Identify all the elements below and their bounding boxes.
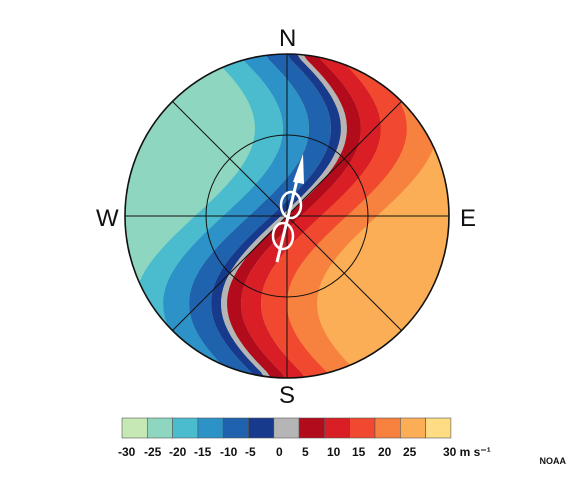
colorbar-swatch <box>222 417 249 439</box>
colorbar-tick-label: 5 <box>302 445 309 459</box>
colorbar-tick-label: 0 <box>276 445 283 459</box>
colorbar-tick-label: 30 m s⁻¹ <box>443 445 491 459</box>
colorbar-swatch <box>374 417 401 439</box>
compass-east-label: E <box>460 205 477 232</box>
velocity-colorbar <box>121 417 452 439</box>
credit-label: NOAA <box>539 456 567 466</box>
compass-north-label: N <box>279 25 297 52</box>
colorbar-swatch <box>248 417 275 439</box>
wind-arrow-icon <box>271 154 304 263</box>
colorbar-swatch <box>298 417 325 439</box>
compass-south-label: S <box>279 382 296 409</box>
colorbar-swatch <box>425 417 452 439</box>
compass-west-label: W <box>96 205 119 232</box>
colorbar-tick-label: -25 <box>144 445 162 459</box>
colorbar-tick-label: 20 <box>378 445 392 459</box>
colorbar-tick-label: 15 <box>352 445 366 459</box>
colorbar-swatch <box>147 417 173 439</box>
colorbar-swatch <box>273 417 300 439</box>
colorbar-tick-label: -5 <box>245 445 256 459</box>
colorbar-tick-label: -15 <box>194 445 212 459</box>
colorbar-swatch <box>349 417 376 439</box>
colorbar-tick-label: -30 <box>118 445 136 459</box>
colorbar-tick-label: -10 <box>220 445 238 459</box>
colorbar-swatch <box>324 417 350 439</box>
colorbar-swatch <box>121 417 148 439</box>
colorbar-swatch <box>399 417 426 439</box>
colorbar-swatch <box>172 417 199 439</box>
colorbar-swatch <box>197 417 224 439</box>
colorbar-tick-label: -20 <box>169 445 187 459</box>
colorbar-tick-label: 10 <box>327 445 341 459</box>
colorbar-tick-label: 25 <box>403 445 417 459</box>
